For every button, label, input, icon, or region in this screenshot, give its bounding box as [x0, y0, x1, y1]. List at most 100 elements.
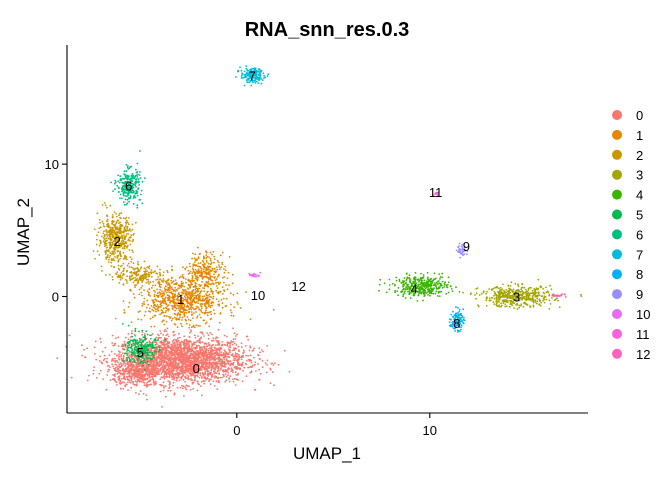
point: [161, 310, 164, 312]
point: [239, 356, 241, 359]
point: [203, 357, 206, 360]
point: [159, 313, 161, 316]
point: [105, 258, 108, 260]
point: [132, 262, 135, 265]
point: [199, 341, 202, 344]
point: [115, 221, 118, 224]
point: [156, 272, 159, 275]
point: [209, 362, 212, 365]
chart-title: RNA_snn_res.0.3: [245, 19, 410, 41]
point: [235, 374, 238, 376]
point: [208, 352, 211, 354]
point: [150, 383, 152, 386]
point: [151, 276, 153, 278]
point: [188, 347, 191, 349]
point: [111, 220, 113, 223]
point: [164, 385, 167, 387]
point: [157, 370, 160, 373]
point: [189, 265, 191, 268]
point: [180, 322, 183, 325]
point: [153, 371, 156, 374]
point: [225, 297, 228, 300]
point: [225, 369, 228, 372]
point: [159, 390, 162, 393]
point: [249, 318, 252, 321]
point: [98, 372, 101, 375]
point: [242, 369, 244, 372]
point: [125, 223, 128, 225]
point: [153, 293, 156, 296]
point: [557, 299, 559, 302]
point: [160, 302, 162, 305]
point: [164, 395, 167, 398]
point: [222, 370, 225, 373]
point: [237, 358, 240, 361]
point: [101, 235, 103, 238]
point: [134, 380, 137, 383]
point: [123, 340, 126, 343]
point: [128, 369, 131, 372]
point: [203, 382, 206, 385]
point: [475, 297, 477, 300]
point: [118, 276, 121, 278]
point: [197, 357, 200, 360]
point: [531, 295, 534, 298]
point: [504, 303, 507, 306]
point: [226, 288, 229, 291]
point: [159, 330, 162, 332]
point: [231, 341, 234, 343]
point: [189, 295, 192, 298]
point: [164, 365, 166, 368]
point: [141, 274, 144, 277]
point: [126, 247, 128, 249]
point: [104, 253, 107, 255]
point: [214, 279, 217, 282]
point: [253, 347, 256, 350]
point: [160, 295, 163, 298]
point: [148, 380, 151, 383]
point: [259, 351, 261, 354]
point: [153, 341, 156, 344]
point: [206, 285, 209, 288]
point: [191, 267, 194, 270]
point: [191, 345, 193, 348]
point: [226, 277, 229, 280]
point: [157, 368, 160, 370]
point: [215, 285, 218, 287]
point: [223, 271, 226, 274]
point: [108, 237, 110, 240]
point: [86, 379, 89, 382]
point: [161, 384, 164, 387]
point: [184, 268, 187, 270]
point: [121, 234, 123, 237]
point: [192, 280, 195, 282]
point: [170, 319, 173, 322]
point: [133, 268, 136, 270]
point: [154, 375, 157, 378]
point: [171, 317, 174, 320]
point: [162, 389, 165, 392]
point: [111, 276, 114, 278]
point: [179, 316, 181, 319]
point: [118, 353, 120, 355]
point: [139, 267, 142, 270]
point: [138, 393, 140, 396]
point: [133, 372, 136, 375]
point: [146, 290, 149, 292]
point: [187, 293, 190, 296]
point: [114, 256, 116, 258]
point: [130, 258, 133, 261]
point: [493, 303, 496, 305]
point: [109, 252, 112, 254]
point: [110, 350, 113, 353]
point: [155, 279, 157, 281]
point: [122, 367, 125, 370]
point: [194, 271, 197, 274]
point: [173, 305, 175, 308]
point: [187, 363, 189, 366]
point: [179, 369, 182, 372]
point: [205, 259, 208, 262]
point: [158, 281, 161, 284]
point: [163, 280, 165, 282]
point: [156, 304, 159, 306]
